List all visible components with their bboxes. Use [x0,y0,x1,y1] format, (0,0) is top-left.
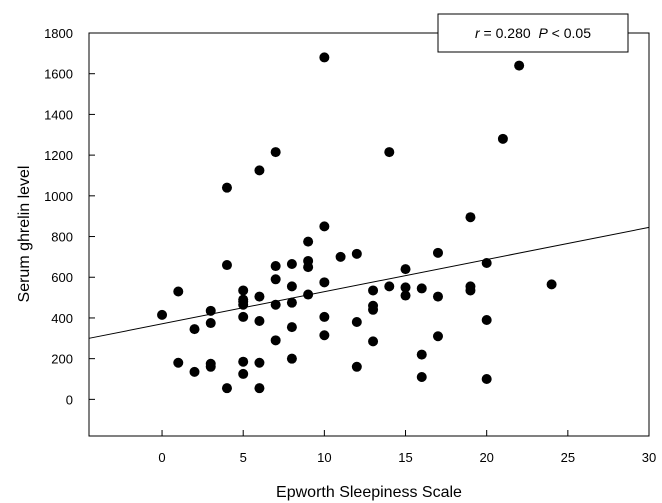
x-axis-ticks: 0 5 10 15 20 25 30 [158,430,656,465]
plot-frame [88,32,650,437]
y-tick-label: 600 [51,270,73,285]
data-point [270,274,281,285]
y-tick-label: 0 [66,392,73,407]
x-tick-label: 0 [158,450,165,465]
data-point [189,366,200,377]
y-tick-label: 400 [51,311,73,326]
data-point [368,285,379,296]
data-point [303,262,314,273]
annotation-text: r = 0.280 P < 0.05 [475,25,591,41]
data-point [303,236,314,247]
data-point [368,304,379,315]
data-point [465,285,476,296]
y-tick-label: 1000 [44,189,73,204]
data-point [481,374,492,385]
data-point [416,371,427,382]
data-point [400,282,411,293]
data-point [384,147,395,158]
data-point [481,314,492,325]
data-point [432,331,443,342]
x-tick-label: 30 [642,450,656,465]
data-point [238,299,249,310]
data-point [432,247,443,258]
data-point [173,286,184,297]
data-point [303,289,314,300]
data-point [319,277,330,288]
data-point [286,353,297,364]
data-point [205,361,216,372]
data-point [368,336,379,347]
data-point [286,281,297,292]
data-point [351,248,362,259]
data-point [173,357,184,368]
y-axis-title: Serum ghrelin level [16,166,33,303]
data-point [319,330,330,341]
data-point [157,309,168,320]
data-point [205,305,216,316]
x-tick-label: 20 [479,450,493,465]
data-point [286,259,297,270]
data-point [238,368,249,379]
data-point [254,383,265,394]
data-point [546,279,557,290]
data-point [205,318,216,329]
data-point [221,182,232,193]
data-point [432,291,443,302]
r-symbol: r [475,25,481,41]
data-point [465,212,476,223]
data-points [157,52,557,394]
y-tick-label: 1600 [44,67,73,82]
data-point [335,251,346,262]
data-point [416,283,427,294]
x-tick-label: 10 [317,450,331,465]
p-value: < 0.05 [548,25,591,41]
data-point [221,383,232,394]
data-point [254,165,265,176]
x-tick-label: 25 [561,450,575,465]
data-point [254,357,265,368]
y-tick-label: 1400 [44,107,73,122]
data-point [238,356,249,367]
x-axis-title: Epworth Sleepiness Scale [276,484,462,501]
data-point [270,335,281,346]
data-point [351,317,362,328]
x-tick-label: 15 [398,450,412,465]
data-point [497,133,508,144]
annotation-box: r = 0.280 P < 0.05 [437,13,629,53]
data-point [189,324,200,335]
data-point [400,290,411,301]
data-point [270,261,281,272]
r-value: = 0.280 [480,25,539,41]
data-point [514,60,525,71]
data-point [221,260,232,271]
data-point [400,264,411,275]
data-point [384,281,395,292]
data-point [270,299,281,310]
data-point [481,257,492,268]
data-point [319,311,330,322]
p-symbol: P [538,25,548,41]
y-axis-ticks: 0 200 400 600 800 1000 1200 1400 1600 1800 [44,26,95,407]
data-point [351,361,362,372]
regression-line [88,226,650,339]
data-point [270,147,281,158]
y-tick-label: 800 [51,230,73,245]
y-tick-label: 200 [51,352,73,367]
y-tick-label: 1200 [44,148,73,163]
data-point [254,316,265,327]
y-tick-label: 1800 [44,26,73,41]
data-point [319,221,330,232]
data-point [416,349,427,360]
data-point [238,311,249,322]
data-point [319,52,330,63]
data-point [286,297,297,308]
data-point [254,291,265,302]
data-point [238,285,249,296]
x-tick-label: 5 [240,450,247,465]
data-point [286,322,297,333]
